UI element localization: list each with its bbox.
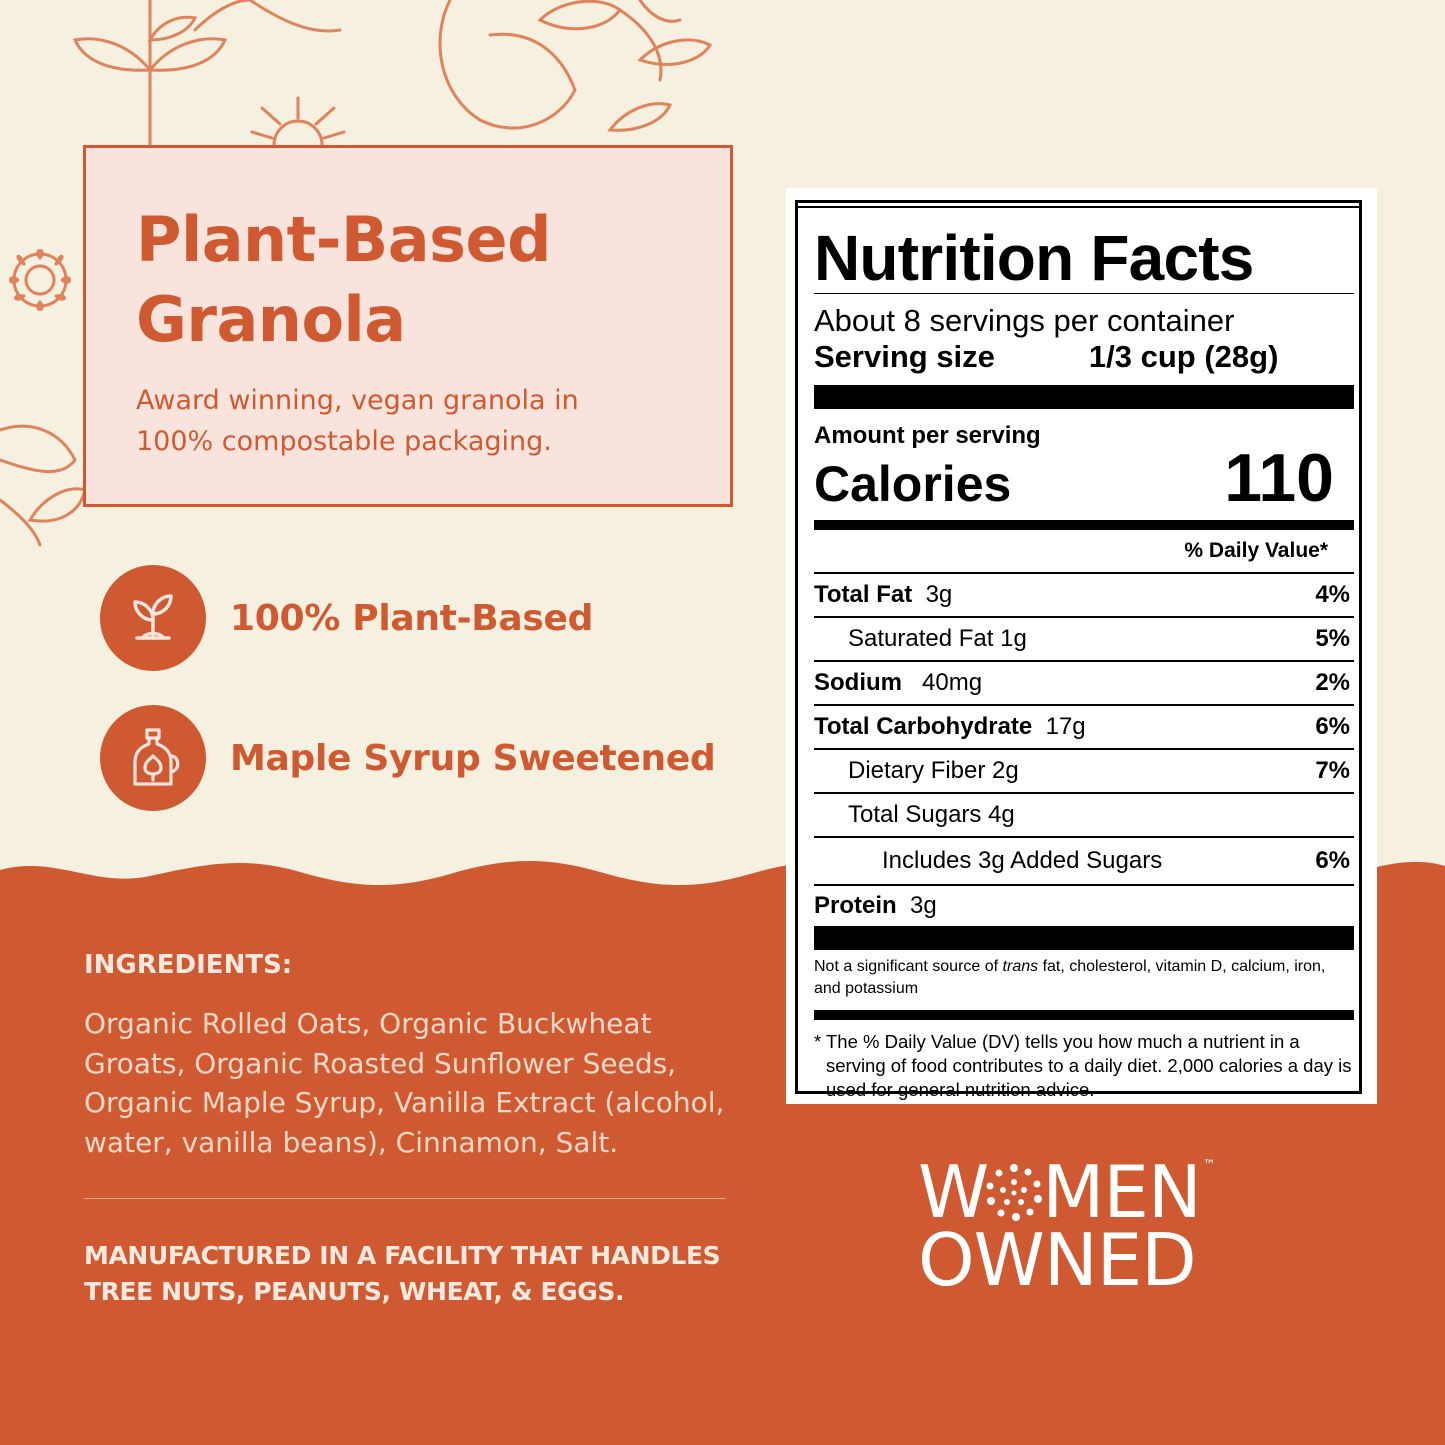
nutrient-name: Includes 3g Added Sugars xyxy=(882,847,1163,874)
feature-badge xyxy=(100,705,206,811)
rule-thick xyxy=(814,926,1354,950)
ingredients-line: Organic Rolled Oats, Organic Buckwheat xyxy=(84,1007,652,1040)
nutrient-amount: 40mg xyxy=(922,669,983,696)
rule-medium xyxy=(814,1010,1354,1020)
ingredients-list: Organic Rolled Oats, Organic Buckwheat G… xyxy=(84,1004,734,1162)
feature-badge xyxy=(100,565,206,671)
women-owned-men: MEN xyxy=(1042,1150,1201,1234)
nutrient-dv: 5% xyxy=(1315,625,1350,652)
people-circle-icon xyxy=(984,1162,1044,1222)
nutrient-row-sodium: Sodium 40mg 2% xyxy=(814,660,1354,704)
nutrient-name: Dietary Fiber xyxy=(848,757,986,784)
nutrient-name: Total Sugars xyxy=(848,801,982,828)
nutrition-facts-panel: Nutrition Facts About 8 servings per con… xyxy=(786,188,1377,1104)
calories-label: Calories xyxy=(814,456,1012,512)
nutrient-amount: 1g xyxy=(1000,625,1027,652)
nutrient-dv: 4% xyxy=(1315,581,1350,608)
hero-card: Plant-Based Granola Award winning, vegan… xyxy=(83,145,733,507)
calories-row: Calories 110 xyxy=(814,442,1354,514)
ingredients-line: Organic Maple Syrup, Vanilla Extract (al… xyxy=(84,1086,725,1119)
rule xyxy=(814,293,1354,294)
serving-size-label: Serving size xyxy=(814,339,995,374)
sprout-icon xyxy=(133,594,173,640)
women-owned-line2: OWNED xyxy=(918,1218,1197,1302)
nutrient-dv: 6% xyxy=(1315,713,1350,740)
nutrition-footnote-significance: Not a significant source of trans fat, c… xyxy=(814,958,1326,997)
ingredients-heading: INGREDIENTS: xyxy=(84,950,293,980)
rule-medium xyxy=(814,520,1354,530)
hero-title-line1: Plant-Based xyxy=(136,203,551,276)
hero-title: Plant-Based Granola xyxy=(136,200,696,360)
maple-syrup-bottle-icon xyxy=(133,728,180,786)
women-owned-w: W xyxy=(918,1150,989,1234)
ingredients-line: Groats, Organic Roasted Sunflower Seeds, xyxy=(84,1046,677,1080)
nutrient-amount: 3g xyxy=(925,581,953,608)
calories-value: 110 xyxy=(1224,440,1334,516)
trademark-symbol: ™ xyxy=(1202,1158,1216,1173)
nutrition-title: Nutrition Facts xyxy=(814,222,1254,294)
daily-value-header: % Daily Value* xyxy=(1184,539,1328,562)
nutrient-row-protein: Protein 3g xyxy=(814,884,1354,926)
women-owned-line1: W MEN ™ xyxy=(918,1150,1258,1234)
nutrition-footnote-daily-value: * The % Daily Value (DV) tells you how m… xyxy=(814,1031,1352,1100)
allergen-statement: MANUFACTURED IN A FACILITY THAT HANDLES … xyxy=(84,1238,744,1310)
feature-maple-syrup: Maple Syrup Sweetened xyxy=(100,705,716,811)
nutrient-name: Total Fat xyxy=(814,581,913,608)
serving-size-value: 1/3 cup (28g) xyxy=(1088,339,1279,374)
servings-per-container: About 8 servings per container xyxy=(814,303,1235,338)
nutrition-facts-label: Nutrition Facts About 8 servings per con… xyxy=(795,200,1362,1100)
allergen-line2: TREE NUTS, PEANUTS, WHEAT, & EGGS. xyxy=(84,1277,625,1306)
nutrient-amount: 2g xyxy=(992,757,1019,784)
hero-subtitle-line2: 100% compostable packaging. xyxy=(136,426,552,457)
nutrient-amount: 4g xyxy=(988,801,1015,828)
hero-title-line2: Granola xyxy=(136,283,406,356)
nutrient-row-saturated-fat: Saturated Fat 1g 5% xyxy=(814,616,1354,660)
nutrient-amount: 17g xyxy=(1045,713,1086,740)
nutrient-amount: 3g xyxy=(910,892,937,919)
women-owned-logo: W MEN ™ OWNED xyxy=(918,1150,1258,1302)
amount-per-serving: Amount per serving xyxy=(814,422,1041,449)
feature-label: Maple Syrup Sweetened xyxy=(230,737,716,779)
nutrient-row-total-sugars: Total Sugars 4g xyxy=(814,792,1354,836)
hero-subtitle: Award winning, vegan granola in 100% com… xyxy=(136,380,656,462)
serving-size: Serving size 1/3 cup (28g) xyxy=(814,339,1354,375)
nutrient-row-dietary-fiber: Dietary Fiber 2g 7% xyxy=(814,748,1354,792)
feature-plant-based: 100% Plant-Based xyxy=(100,565,593,671)
nutrient-name: Sodium xyxy=(814,669,902,696)
nutrient-dv: 6% xyxy=(1315,847,1350,874)
hero-subtitle-line1: Award winning, vegan granola in xyxy=(136,385,579,416)
allergen-line1: MANUFACTURED IN A FACILITY THAT HANDLES xyxy=(84,1241,721,1270)
nutrient-name: Saturated Fat xyxy=(848,625,994,652)
feature-label: 100% Plant-Based xyxy=(230,597,594,639)
nutrient-name: Protein xyxy=(814,892,897,919)
nutrient-row-total-fat: Total Fat 3g 4% xyxy=(814,572,1354,616)
nutrient-dv: 2% xyxy=(1315,669,1350,696)
nutrient-name: Total Carbohydrate xyxy=(814,713,1033,740)
nutrient-dv: 7% xyxy=(1315,757,1350,784)
rule-thick xyxy=(814,385,1354,409)
nutrient-row-added-sugars: Includes 3g Added Sugars 6% xyxy=(814,836,1354,884)
nutrient-row-total-carbohydrate: Total Carbohydrate 17g 6% xyxy=(814,704,1354,748)
section-divider xyxy=(84,1198,726,1199)
ingredients-line: water, vanilla beans), Cinnamon, Salt. xyxy=(84,1125,619,1159)
